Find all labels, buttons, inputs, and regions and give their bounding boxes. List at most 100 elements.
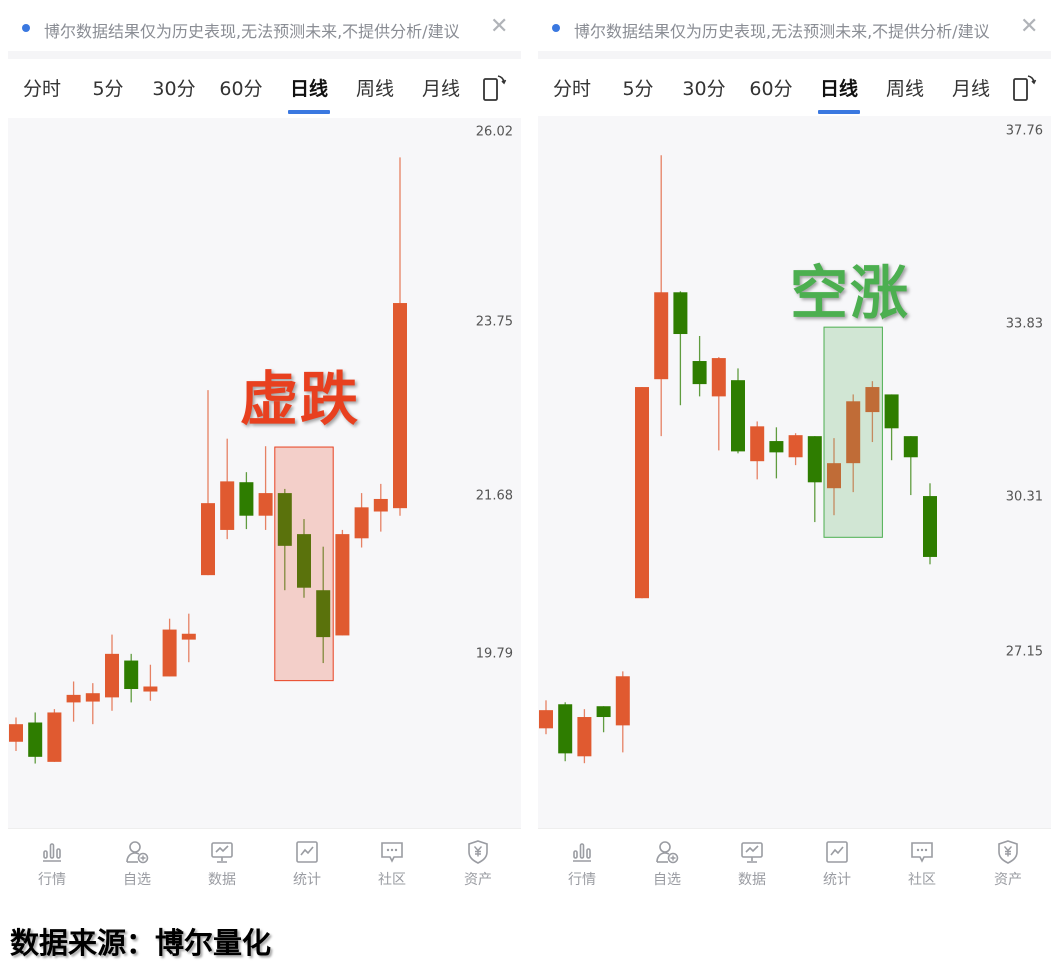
candle-body bbox=[335, 534, 350, 636]
candle[interactable] bbox=[711, 357, 726, 451]
highlight-box bbox=[274, 446, 334, 682]
candle-body bbox=[903, 436, 918, 458]
close-icon[interactable]: ✕ bbox=[1020, 14, 1039, 39]
tab-4[interactable]: 日线 bbox=[289, 78, 329, 100]
nav-item-3[interactable]: 统计 bbox=[277, 839, 337, 889]
candle[interactable] bbox=[673, 291, 688, 406]
candle[interactable] bbox=[635, 387, 649, 599]
nav-item-5[interactable]: 资产 bbox=[448, 839, 508, 889]
candle[interactable] bbox=[596, 706, 611, 733]
tab-0[interactable]: 分时 bbox=[552, 78, 592, 100]
candle[interactable] bbox=[181, 613, 196, 663]
candle[interactable] bbox=[143, 664, 158, 701]
candle-body bbox=[277, 493, 292, 546]
candle[interactable] bbox=[750, 421, 765, 480]
candle[interactable] bbox=[354, 493, 369, 548]
candle[interactable] bbox=[827, 438, 841, 516]
candle[interactable] bbox=[28, 712, 43, 764]
candle[interactable] bbox=[615, 671, 630, 753]
candle-body bbox=[769, 441, 784, 453]
nav-item-5[interactable]: 资产 bbox=[978, 839, 1038, 889]
yuan-shield-icon bbox=[998, 840, 1018, 864]
y-tick-label: 37.76 bbox=[1005, 123, 1043, 139]
active-tab-underline bbox=[818, 110, 860, 114]
nav-item-1[interactable]: 自选 bbox=[107, 839, 167, 889]
candle[interactable] bbox=[162, 618, 177, 677]
tab-3[interactable]: 60分 bbox=[219, 78, 263, 100]
monitor-chart-icon bbox=[211, 842, 233, 863]
screen-rotate-icon[interactable] bbox=[482, 74, 508, 102]
active-tab-underline bbox=[288, 110, 330, 114]
y-tick-label: 19.79 bbox=[475, 646, 513, 662]
candle[interactable] bbox=[9, 717, 23, 751]
tab-6[interactable]: 月线 bbox=[421, 78, 461, 100]
candle[interactable] bbox=[239, 472, 254, 530]
candle[interactable] bbox=[105, 634, 119, 711]
candle[interactable] bbox=[865, 381, 880, 443]
candle[interactable] bbox=[201, 390, 215, 576]
nav-item-4[interactable]: 社区 bbox=[892, 839, 952, 889]
close-icon[interactable]: ✕ bbox=[490, 14, 509, 39]
tab-6[interactable]: 月线 bbox=[951, 78, 991, 100]
source-caption: 数据来源：博尔量化 bbox=[10, 926, 272, 960]
tab-3[interactable]: 60分 bbox=[749, 78, 793, 100]
candle-body bbox=[162, 629, 177, 677]
candle[interactable] bbox=[903, 436, 918, 496]
tab-1[interactable]: 5分 bbox=[622, 78, 654, 100]
candle-body bbox=[28, 722, 43, 757]
candle[interactable] bbox=[884, 394, 899, 461]
candle[interactable] bbox=[731, 368, 745, 454]
candle-body bbox=[258, 493, 273, 516]
nav-item-2[interactable]: 数据 bbox=[722, 839, 782, 889]
candle[interactable] bbox=[316, 546, 331, 664]
tab-5[interactable]: 周线 bbox=[355, 78, 395, 100]
candle-body bbox=[711, 358, 726, 397]
candle[interactable] bbox=[577, 709, 592, 764]
nav-item-2[interactable]: 数据 bbox=[192, 839, 252, 889]
disclaimer-banner: 博尔数据结果仅为历史表现,无法预测未来,不提供分析/建议 ✕ bbox=[538, 12, 1051, 48]
candle-body bbox=[105, 653, 119, 698]
candle[interactable] bbox=[539, 700, 553, 735]
chat-icon bbox=[381, 842, 403, 863]
candle[interactable] bbox=[769, 427, 784, 479]
nav-item-4[interactable]: 社区 bbox=[362, 839, 422, 889]
candle-body bbox=[731, 380, 745, 452]
candle[interactable] bbox=[66, 681, 81, 722]
candle[interactable] bbox=[335, 529, 350, 636]
tab-5[interactable]: 周线 bbox=[885, 78, 925, 100]
candle[interactable] bbox=[654, 155, 669, 437]
candle[interactable] bbox=[692, 335, 707, 397]
candle[interactable] bbox=[85, 683, 100, 725]
candle[interactable] bbox=[373, 483, 388, 532]
candle-body bbox=[750, 426, 765, 462]
tab-4[interactable]: 日线 bbox=[819, 78, 859, 100]
tab-1[interactable]: 5分 bbox=[92, 78, 124, 100]
nav-item-3[interactable]: 统计 bbox=[807, 839, 867, 889]
candle[interactable] bbox=[258, 446, 273, 530]
candle[interactable] bbox=[807, 436, 822, 523]
candlestick-chart[interactable]: 26.02 23.75 21.68 19.79 bbox=[8, 118, 521, 828]
candle-body bbox=[539, 710, 553, 729]
candle[interactable] bbox=[923, 483, 937, 565]
candle[interactable] bbox=[47, 709, 62, 762]
candle[interactable] bbox=[277, 488, 292, 591]
candles-svg bbox=[9, 157, 407, 764]
candle[interactable] bbox=[558, 702, 573, 762]
candle[interactable] bbox=[220, 438, 235, 540]
screen-rotate-icon[interactable] bbox=[1012, 74, 1038, 102]
candle-body bbox=[807, 436, 822, 483]
nav-item-0[interactable]: 行情 bbox=[552, 839, 612, 889]
nav-item-0[interactable]: 行情 bbox=[22, 839, 82, 889]
tab-2[interactable]: 30分 bbox=[152, 78, 196, 100]
candle[interactable] bbox=[297, 519, 311, 598]
highlight-box bbox=[823, 326, 883, 538]
line-chart-icon bbox=[296, 841, 318, 863]
tab-2[interactable]: 30分 bbox=[682, 78, 726, 100]
tab-0[interactable]: 分时 bbox=[22, 78, 62, 100]
candlestick-chart[interactable]: 37.76 33.83 30.31 27.15 bbox=[538, 116, 1051, 828]
candle[interactable] bbox=[846, 394, 861, 493]
candle[interactable] bbox=[124, 653, 139, 703]
candle[interactable] bbox=[788, 433, 803, 466]
nav-item-1[interactable]: 自选 bbox=[637, 839, 697, 889]
candle[interactable] bbox=[393, 157, 407, 516]
